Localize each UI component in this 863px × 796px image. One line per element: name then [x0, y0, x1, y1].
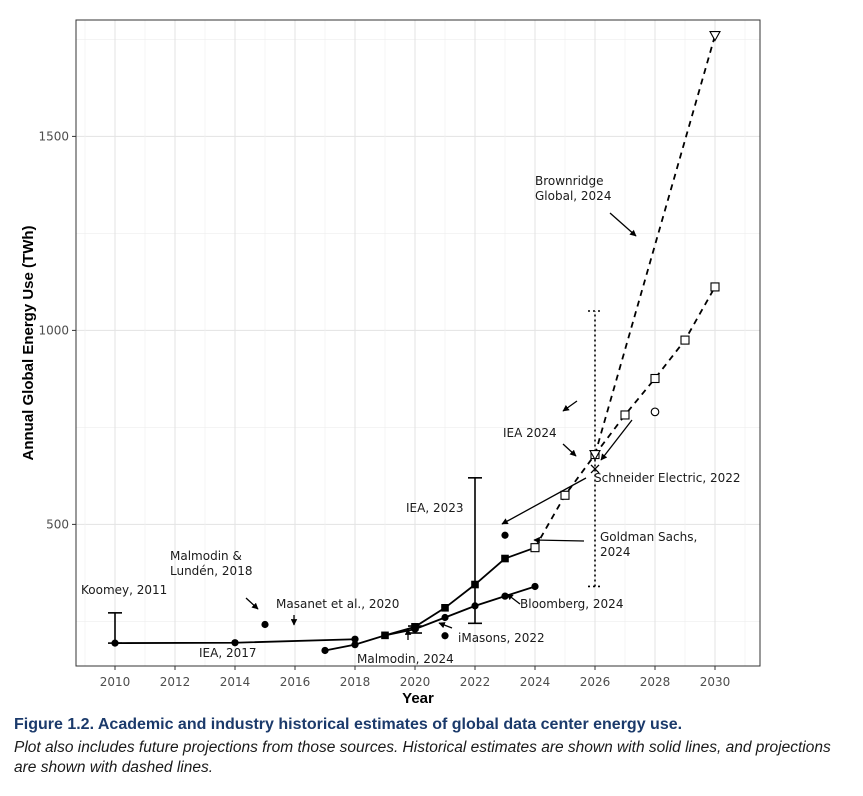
annotation-label: Schneider Electric, 2022 [594, 471, 741, 485]
annotation-label: Malmodin, 2024 [357, 652, 454, 666]
data-point [680, 335, 690, 345]
data-point [501, 531, 509, 539]
annotation-label: Global, 2024 [535, 189, 611, 203]
figure-caption: Figure 1.2. Academic and industry histor… [14, 716, 854, 778]
data-point [441, 604, 449, 612]
data-point [620, 410, 630, 420]
data-point [710, 282, 720, 292]
x-tick-label: 2010 [100, 675, 131, 689]
data-point [441, 632, 449, 640]
annotation-label: IEA, 2017 [199, 646, 257, 660]
data-point [560, 490, 570, 500]
annotation-arrow [562, 400, 578, 412]
data-point [650, 407, 660, 417]
annotation-arrow [609, 212, 637, 237]
data-point [589, 449, 601, 461]
annotation-arrow [501, 477, 587, 525]
plot-panel-border [75, 19, 761, 667]
data-point [111, 639, 119, 647]
x-tick-label: 2028 [640, 675, 671, 689]
x-tick-label: 2030 [700, 675, 731, 689]
x-tick-label: 2014 [220, 675, 251, 689]
annotation-label: Goldman Sachs, [600, 530, 697, 544]
data-point [351, 641, 359, 649]
x-tick-label: 2016 [280, 675, 311, 689]
annotation-arrow [245, 597, 259, 610]
data-point [530, 543, 540, 553]
data-point [231, 639, 239, 647]
y-tick-label: 1500 [38, 129, 69, 143]
data-point [531, 582, 539, 591]
x-tick-label: 2012 [160, 675, 191, 689]
y-axis-ticks: 500 1000 1500 [38, 129, 76, 531]
data-point [381, 631, 389, 640]
x-tick-label: 2018 [340, 675, 371, 689]
annotation-label: iMasons, 2022 [458, 631, 545, 645]
annotation-label: Koomey, 2011 [81, 583, 167, 597]
annotation-label: Bloomberg, 2024 [520, 597, 623, 611]
grid-lines [76, 20, 760, 666]
data-point [321, 646, 329, 655]
series-line [594, 35, 716, 455]
x-axis-ticks: 2010 2012 2014 2016 2018 2020 2022 2024 2026 2028… [100, 666, 731, 689]
data-point [351, 635, 359, 643]
x-tick-label: 2024 [520, 675, 551, 689]
x-tick-label: 2026 [580, 675, 611, 689]
series-line [384, 546, 536, 637]
annotation-label: 2024 [600, 545, 631, 559]
energy-use-chart: 2010 2012 2014 2016 2018 2020 2022 2024 2026 2028… [20, 19, 761, 707]
series-line [324, 585, 536, 652]
y-tick-label: 500 [46, 517, 69, 531]
annotation-label: Lundén, 2018 [170, 564, 252, 578]
annotation-arrow [562, 443, 577, 457]
x-axis-title: Year [402, 690, 434, 707]
data-point [590, 464, 600, 474]
y-axis-title: Annual Global Energy Use (TWh) [20, 225, 37, 460]
y-tick-label: 1000 [38, 323, 69, 337]
annotation-arrow [506, 593, 521, 605]
annotation-label: IEA, 2023 [406, 501, 464, 515]
annotation-arrow [438, 622, 453, 629]
annotation-labels: Koomey, 2011 IEA, 2017 Malmodin &Lundén, 2… [81, 174, 741, 666]
annotation-arrow [533, 536, 585, 544]
annotation-label: Brownridge [535, 174, 604, 188]
data-point [441, 613, 449, 622]
annotation-label: IEA 2024 [503, 426, 557, 440]
x-tick-label: 2020 [400, 675, 431, 689]
annotation-label: Masanet et al., 2020 [276, 597, 399, 611]
data-point [709, 30, 721, 42]
data-point [471, 602, 479, 610]
data-point [411, 623, 419, 631]
annotation-label: Malmodin & [170, 549, 242, 563]
caption-text: Plot also includes future projections fr… [14, 739, 831, 776]
data-point [471, 580, 479, 589]
caption-title: Figure 1.2. Academic and industry histor… [14, 716, 683, 733]
annotation-arrow [600, 419, 633, 461]
data-point [501, 554, 509, 563]
annotation-arrows [245, 212, 637, 640]
data-point [261, 620, 269, 629]
data-point [650, 373, 660, 384]
x-tick-label: 2022 [460, 675, 491, 689]
